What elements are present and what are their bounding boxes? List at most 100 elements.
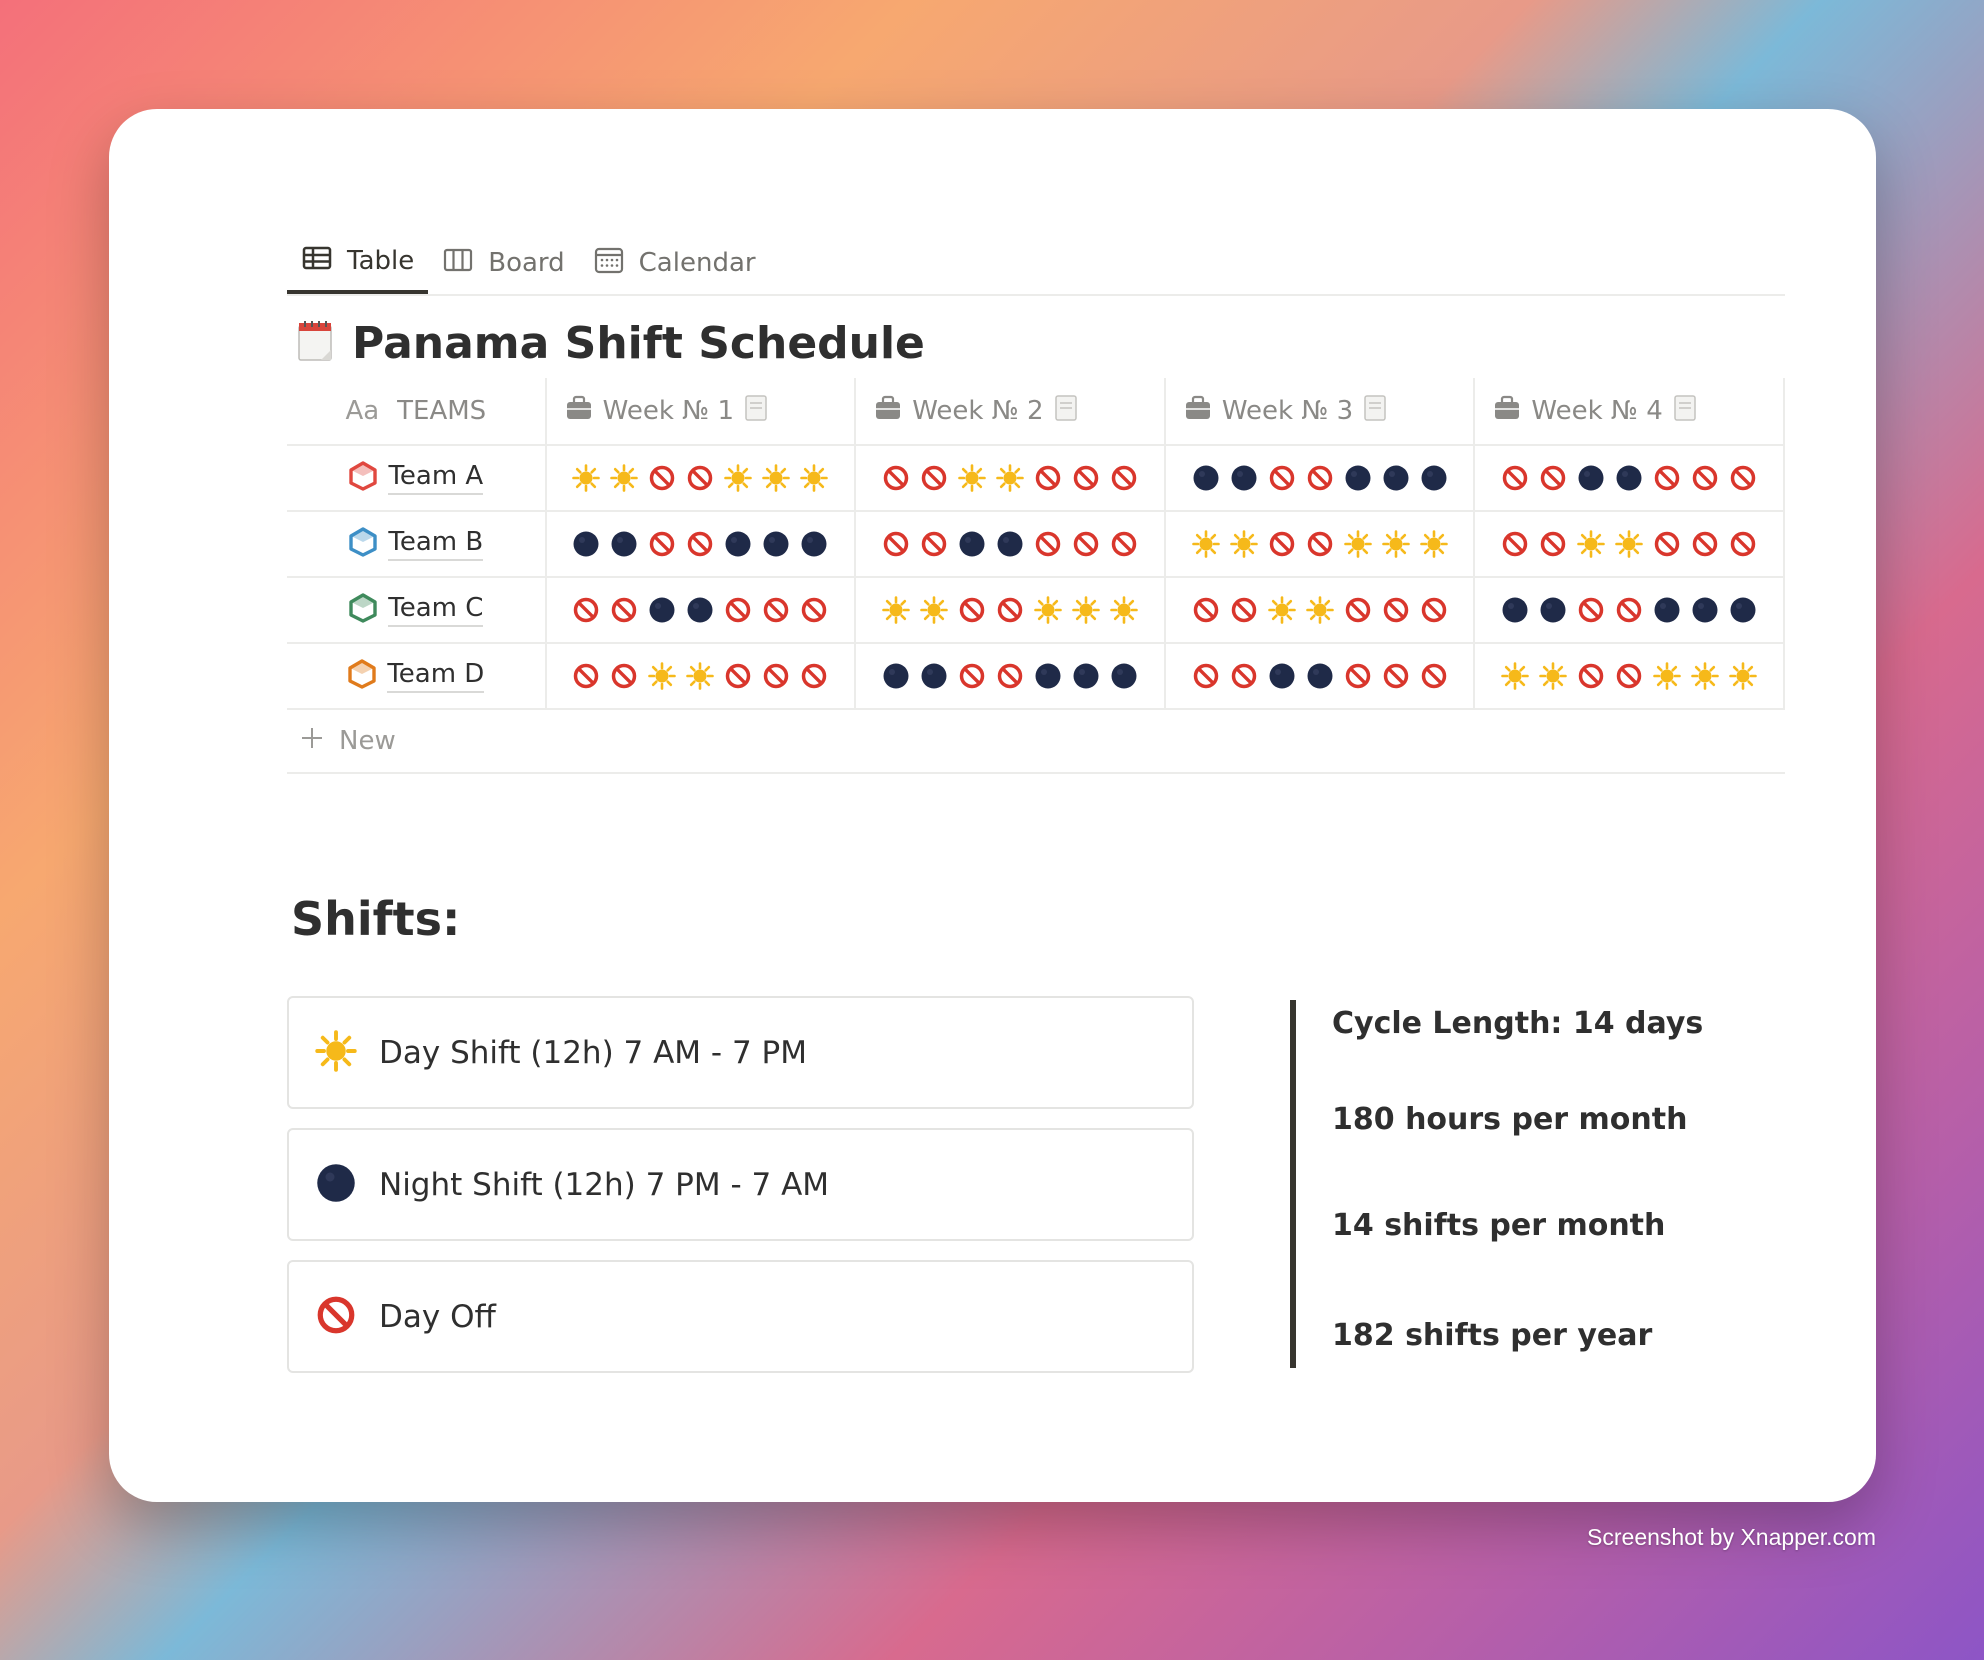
new-moon-icon: [882, 662, 910, 690]
week-cell[interactable]: [856, 446, 1166, 510]
prohibited-icon: [1420, 662, 1448, 690]
prohibited-icon: [1729, 530, 1757, 558]
new-moon-icon: [1306, 662, 1334, 690]
week-cell[interactable]: [856, 644, 1166, 708]
week-header-label: Week № 2: [912, 396, 1044, 426]
week-cell[interactable]: [856, 512, 1166, 576]
sun-icon: [1191, 530, 1220, 558]
sun-icon: [1110, 596, 1138, 624]
table-row[interactable]: Team B: [287, 512, 1786, 578]
week-cell[interactable]: [1166, 446, 1476, 510]
prohibited-icon: [882, 464, 910, 492]
sun-icon: [1653, 662, 1682, 690]
team-cell[interactable]: Team A: [287, 446, 547, 510]
week-cell[interactable]: [547, 512, 857, 576]
prohibited-icon: [572, 662, 600, 690]
sun-icon: [800, 464, 829, 492]
prohibited-icon: [1501, 530, 1529, 558]
legend-label: Day Off: [379, 1298, 496, 1335]
prohibited-icon: [1192, 596, 1220, 624]
new-moon-icon: [315, 1162, 357, 1208]
week-cell[interactable]: [1475, 512, 1786, 576]
notepad-icon: [296, 320, 336, 368]
team-cell[interactable]: Team B: [287, 512, 547, 576]
sun-icon: [958, 464, 986, 492]
team-polygon-icon: [348, 461, 378, 495]
prohibited-icon: [1306, 464, 1334, 492]
prohibited-icon: [800, 662, 828, 690]
prohibited-icon: [1110, 464, 1138, 492]
new-moon-icon: [958, 530, 986, 558]
sun-icon: [1267, 596, 1296, 624]
sun-icon: [1539, 662, 1568, 690]
team-name: Team C: [388, 593, 484, 627]
new-moon-icon: [724, 530, 752, 558]
prohibited-icon: [1110, 530, 1138, 558]
prohibited-icon: [1539, 464, 1567, 492]
week-cell[interactable]: [1166, 512, 1476, 576]
prohibited-icon: [1539, 530, 1567, 558]
prohibited-icon: [724, 662, 752, 690]
prohibited-icon: [800, 596, 828, 624]
week-cell[interactable]: [856, 578, 1166, 642]
new-row-button[interactable]: New: [287, 710, 1785, 774]
teams-column-header[interactable]: Aa TEAMS: [287, 378, 547, 444]
board-icon: [442, 244, 474, 283]
teams-header-label: TEAMS: [397, 396, 487, 426]
sun-icon: [610, 464, 639, 492]
legend-label: Day Shift (12h) 7 AM - 7 PM: [379, 1034, 807, 1071]
prohibited-icon: [1382, 596, 1410, 624]
table-row[interactable]: Team D: [287, 644, 1786, 710]
week-cell[interactable]: [547, 446, 857, 510]
week-cell[interactable]: [547, 578, 857, 642]
card: [109, 109, 1876, 1502]
prohibited-icon: [1268, 530, 1296, 558]
tab-table[interactable]: Table: [287, 232, 429, 294]
week-cell[interactable]: [1475, 644, 1786, 708]
prohibited-icon: [1192, 662, 1220, 690]
new-moon-icon: [648, 596, 676, 624]
prohibited-icon: [724, 596, 752, 624]
new-moon-icon: [686, 596, 714, 624]
new-moon-icon: [1344, 464, 1372, 492]
week-cell[interactable]: [1166, 644, 1476, 708]
week-4-column-header[interactable]: Week № 4: [1475, 378, 1786, 444]
page-icon: [1363, 394, 1387, 429]
prohibited-icon: [920, 530, 948, 558]
shifts-heading: Shifts:: [291, 892, 461, 946]
prohibited-icon: [572, 596, 600, 624]
table-row[interactable]: Team C: [287, 578, 1786, 644]
week-1-column-header[interactable]: Week № 1: [547, 378, 857, 444]
week-cell[interactable]: [1166, 578, 1476, 642]
week-2-column-header[interactable]: Week № 2: [856, 378, 1166, 444]
sun-icon: [1343, 530, 1372, 558]
new-moon-icon: [1615, 464, 1643, 492]
week-cell[interactable]: [547, 644, 857, 708]
week-3-column-header[interactable]: Week № 3: [1166, 378, 1476, 444]
team-cell[interactable]: Team C: [287, 578, 547, 642]
new-label: New: [339, 726, 396, 756]
week-cell[interactable]: [1475, 578, 1786, 642]
prohibited-icon: [686, 530, 714, 558]
tab-calendar[interactable]: Calendar: [579, 232, 770, 294]
legend-day-off: Day Off: [287, 1260, 1194, 1373]
prohibited-icon: [1344, 662, 1372, 690]
new-moon-icon: [1653, 596, 1681, 624]
week-cell[interactable]: [1475, 446, 1786, 510]
table-row[interactable]: Team A: [287, 446, 1786, 512]
view-tabs: Table Board Calendar: [287, 232, 1785, 296]
sun-icon: [1691, 662, 1720, 690]
stat-shifts-year: 182 shifts per year: [1332, 1318, 1653, 1353]
new-moon-icon: [1539, 596, 1567, 624]
sun-icon: [572, 464, 601, 492]
prohibited-icon: [315, 1294, 357, 1340]
stat-cycle-length: Cycle Length: 14 days: [1332, 1006, 1704, 1041]
prohibited-icon: [648, 530, 676, 558]
sun-icon: [686, 662, 715, 690]
briefcase-icon: [1493, 395, 1521, 428]
team-cell[interactable]: Team D: [287, 644, 547, 708]
stat-shifts-month: 14 shifts per month: [1332, 1208, 1666, 1243]
new-moon-icon: [1577, 464, 1605, 492]
team-name: Team B: [388, 527, 484, 561]
tab-board[interactable]: Board: [428, 232, 578, 294]
